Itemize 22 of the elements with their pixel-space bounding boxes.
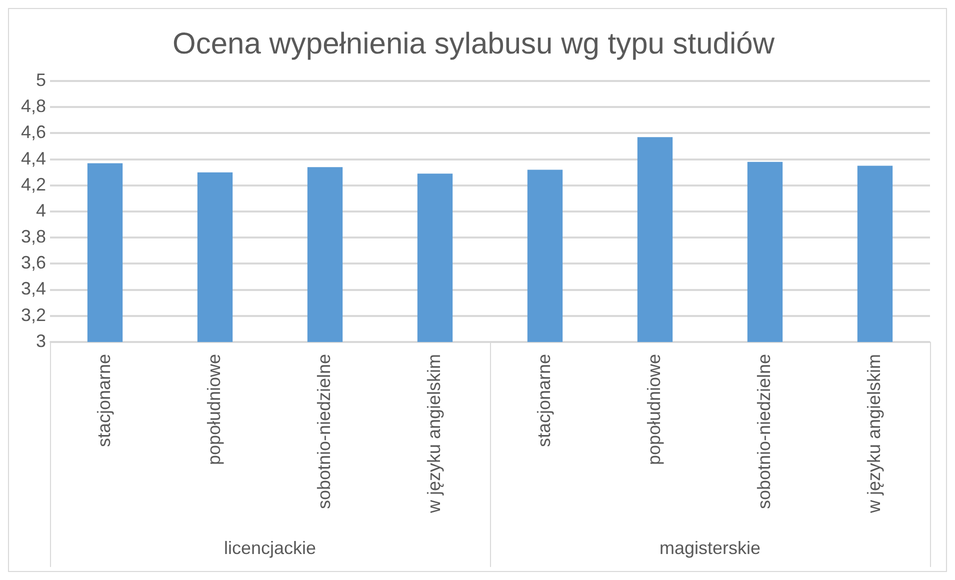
y-tick-label: 3,2 [20,304,46,325]
y-tick-label: 3,6 [20,252,46,273]
y-tick-label: 3,4 [20,278,46,299]
x-tick-label: sobotnio-niedzielne [754,354,774,510]
y-tick-label: 4 [36,200,46,220]
x-tick-label: stacjonarne [94,354,114,448]
y-tick-label: 4,8 [20,96,46,116]
x-tick-label: w języku angielskim [864,354,884,514]
text: licencjackie [224,538,316,558]
text: magisterskie [659,538,761,558]
y-tick-label: 4,4 [20,148,46,168]
x-tick-label: popołudniowe [644,354,664,466]
x-tick-label: w języku angielskim [424,354,444,514]
y-tick-label: 3,8 [20,226,46,247]
y-tick-label: 4,6 [20,122,46,142]
x-tick-label: sobotnio-niedzielne [314,354,334,510]
chart-title: Ocena wypełnienia sylabusu wg typu studiów [172,27,775,60]
x-tick-label: popołudniowe [204,354,224,466]
x-tick-label: stacjonarne [534,354,554,448]
y-tick-label: 4,2 [20,174,46,194]
y-tick-label: 5 [36,70,46,90]
y-tick-label: 3 [36,330,46,351]
